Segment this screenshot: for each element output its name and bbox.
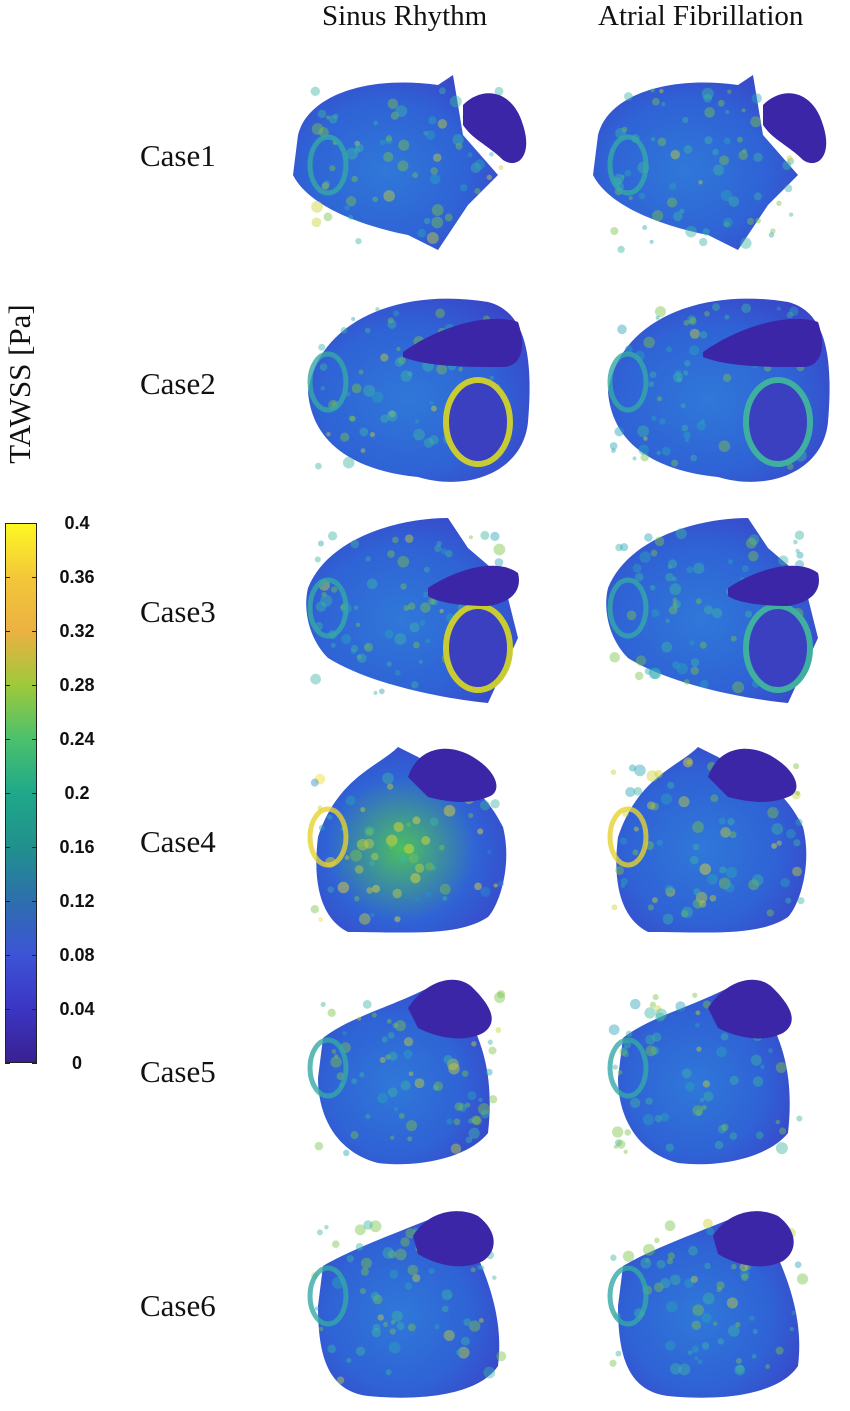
colorbar-tick-label: 0.28 [59, 675, 95, 695]
case-label-3: Case3 [140, 594, 216, 629]
colorbar-tick-mark [32, 577, 37, 578]
colorbar-tick-label: 0.08 [59, 945, 95, 965]
atrium-render-case3-sinus [288, 508, 543, 723]
colorbar-tick-mark [5, 955, 10, 956]
case-label-1: Case1 [140, 138, 216, 173]
atrium-render-case1-af [588, 65, 843, 280]
colorbar-tick-label: 0.16 [59, 837, 95, 857]
colorbar-tick-mark [32, 793, 37, 794]
atrium-render-case3-af [588, 508, 843, 723]
colorbar-tick-mark [32, 1009, 37, 1010]
atrium-render-case2-af [588, 282, 843, 497]
colorbar-tick-mark [5, 901, 10, 902]
colorbar-tick-mark [5, 577, 10, 578]
colorbar-tick-mark [5, 739, 10, 740]
colorbar-tick-label: 0 [71, 1053, 82, 1073]
case-label-5: Case5 [140, 1054, 216, 1089]
colorbar-tick-mark [32, 1063, 37, 1064]
colorbar-tick-mark [5, 1009, 10, 1010]
atrium-render-case2-sinus [288, 282, 543, 497]
colorbar-tick-mark [32, 523, 37, 524]
colorbar-tick-mark [32, 955, 37, 956]
case-label-2: Case2 [140, 366, 216, 401]
column-title-atrial-fibrillation: Atrial Fibrillation [598, 0, 804, 32]
atrium-render-case6-af [588, 1196, 843, 1411]
atrium-render-case4-sinus [288, 737, 543, 952]
colorbar-tick-mark [32, 685, 37, 686]
colorbar-tick-label: 0.36 [59, 567, 95, 587]
atrium-render-case5-af [588, 968, 843, 1183]
colorbar-tick-label: 0.24 [59, 729, 95, 749]
colorbar-tick-label: 0.2 [64, 783, 90, 803]
colorbar-tick-mark [5, 847, 10, 848]
colorbar-title: TAWSS [Pa] [2, 304, 37, 464]
colorbar-tick-mark [32, 847, 37, 848]
colorbar-tick-mark [32, 901, 37, 902]
colorbar-tick-mark [32, 631, 37, 632]
colorbar-tick-label: 0.32 [59, 621, 95, 641]
atrium-render-case1-sinus [288, 65, 543, 280]
colorbar-tick-label: 0.04 [59, 999, 95, 1019]
colorbar-tick-label: 0.12 [59, 891, 95, 911]
atrium-render-case6-sinus [288, 1196, 543, 1411]
colorbar-tick-mark [5, 1063, 10, 1064]
case-label-6: Case6 [140, 1288, 216, 1323]
atrium-render-case5-sinus [288, 968, 543, 1183]
colorbar-tick-mark [32, 739, 37, 740]
column-title-sinus-rhythm: Sinus Rhythm [322, 0, 488, 32]
colorbar-tick-mark [5, 685, 10, 686]
colorbar-tick-label: 0.4 [64, 513, 90, 533]
atrium-render-case4-af [588, 737, 843, 952]
colorbar-tick-mark [5, 523, 10, 524]
colorbar-tick-mark [5, 631, 10, 632]
colorbar-tick-mark [5, 793, 10, 794]
case-label-4: Case4 [140, 824, 216, 859]
